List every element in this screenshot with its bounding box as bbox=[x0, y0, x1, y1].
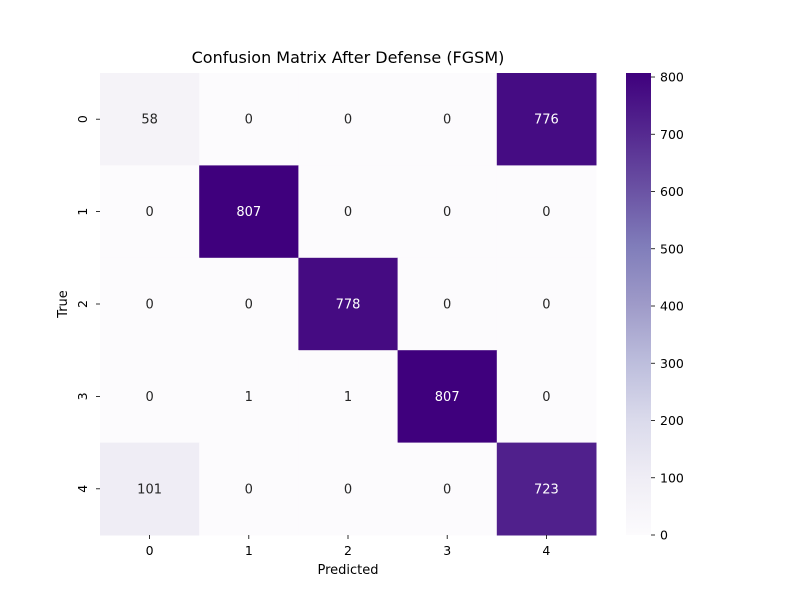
cell-value-label: 0 bbox=[542, 298, 550, 313]
y-tick-label: 0 bbox=[75, 115, 90, 123]
cell-value-label: 0 bbox=[542, 205, 550, 220]
heatmap-cell-labels: 58 0 0 0 776 0 807 0 0 0 0 0 778 0 0 0 1 1 807 0 101 0 0 0 723 bbox=[137, 113, 559, 498]
cell-value-label: 0 bbox=[542, 390, 550, 405]
heatmap-cell bbox=[199, 442, 299, 536]
x-axis-ticks: 0 1 2 3 4 bbox=[146, 535, 550, 558]
heatmap-cell bbox=[298, 257, 399, 351]
colorbar-tick-label: 100 bbox=[660, 470, 684, 485]
x-axis-label: Predicted bbox=[317, 563, 378, 578]
x-tick-label: 1 bbox=[245, 543, 253, 558]
cell-value-label: 0 bbox=[443, 205, 451, 220]
cell-value-label: 1 bbox=[245, 390, 253, 405]
heatmap-cells bbox=[100, 73, 597, 536]
cell-value-label: 807 bbox=[435, 390, 460, 405]
cell-value-label: 0 bbox=[443, 482, 451, 497]
cell-value-label: 0 bbox=[145, 205, 153, 220]
colorbar-tick-label: 500 bbox=[660, 241, 684, 256]
cell-value-label: 0 bbox=[245, 482, 253, 497]
cell-value-label: 1 bbox=[344, 390, 352, 405]
y-tick-label: 2 bbox=[75, 300, 90, 308]
cell-value-label: 807 bbox=[236, 205, 261, 220]
cell-value-label: 0 bbox=[145, 298, 153, 313]
heatmap-cell bbox=[397, 442, 498, 536]
heatmap-cell bbox=[496, 73, 597, 166]
heatmap-cell bbox=[100, 442, 200, 536]
heatmap-cell bbox=[298, 73, 399, 166]
heatmap-cell bbox=[100, 257, 200, 351]
cell-value-label: 0 bbox=[344, 205, 352, 220]
heatmap-cell bbox=[397, 73, 498, 166]
cell-value-label: 0 bbox=[145, 390, 153, 405]
y-tick-label: 4 bbox=[75, 485, 90, 493]
x-tick-label: 0 bbox=[146, 543, 154, 558]
heatmap-cell bbox=[199, 73, 299, 166]
cell-value-label: 0 bbox=[344, 113, 352, 128]
cell-value-label: 0 bbox=[245, 298, 253, 313]
colorbar-tick-label: 200 bbox=[660, 413, 684, 428]
heatmap-cell bbox=[298, 350, 399, 444]
colorbar-tick-label: 300 bbox=[660, 356, 684, 371]
colorbar-tick-label: 600 bbox=[660, 184, 684, 199]
heatmap-cell bbox=[199, 165, 299, 259]
y-axis-ticks: 0 1 2 3 4 bbox=[75, 115, 100, 493]
heatmap-cell bbox=[397, 350, 498, 444]
cell-value-label: 0 bbox=[443, 298, 451, 313]
heatmap-cell bbox=[298, 442, 399, 536]
y-tick-label: 3 bbox=[75, 392, 90, 400]
cell-value-label: 58 bbox=[141, 113, 158, 128]
cell-value-label: 778 bbox=[336, 298, 361, 313]
heatmap-cell bbox=[100, 73, 200, 166]
heatmap-cell bbox=[397, 257, 498, 351]
cell-value-label: 723 bbox=[534, 482, 559, 497]
cell-value-label: 101 bbox=[137, 482, 162, 497]
heatmap-cell bbox=[100, 165, 200, 259]
heatmap-cell bbox=[298, 165, 399, 259]
heatmap-cell bbox=[496, 165, 597, 259]
heatmap-cell bbox=[496, 257, 597, 351]
colorbar-tick-label: 800 bbox=[660, 70, 684, 85]
y-axis-label: True bbox=[56, 290, 71, 319]
heatmap-cell bbox=[199, 257, 299, 351]
heatmap-cell bbox=[100, 350, 200, 444]
heatmap-cell bbox=[199, 350, 299, 444]
cell-value-label: 0 bbox=[245, 113, 253, 128]
colorbar-tick-label: 400 bbox=[660, 299, 684, 314]
heatmap-cell bbox=[496, 442, 597, 536]
chart-title: Confusion Matrix After Defense (FGSM) bbox=[192, 48, 505, 67]
x-tick-label: 2 bbox=[344, 543, 352, 558]
colorbar-tick-label: 700 bbox=[660, 127, 684, 142]
heatmap-cell bbox=[397, 165, 498, 259]
cell-value-label: 0 bbox=[443, 113, 451, 128]
heatmap-cell bbox=[496, 350, 597, 444]
colorbar-ticks: 0 100 200 300 400 500 600 700 800 bbox=[651, 70, 684, 543]
x-tick-label: 4 bbox=[542, 543, 550, 558]
x-tick-label: 3 bbox=[443, 543, 451, 558]
y-tick-label: 1 bbox=[75, 208, 90, 216]
colorbar bbox=[626, 73, 651, 535]
cell-value-label: 776 bbox=[534, 113, 559, 128]
cell-value-label: 0 bbox=[344, 482, 352, 497]
colorbar-tick-label: 0 bbox=[660, 528, 668, 543]
